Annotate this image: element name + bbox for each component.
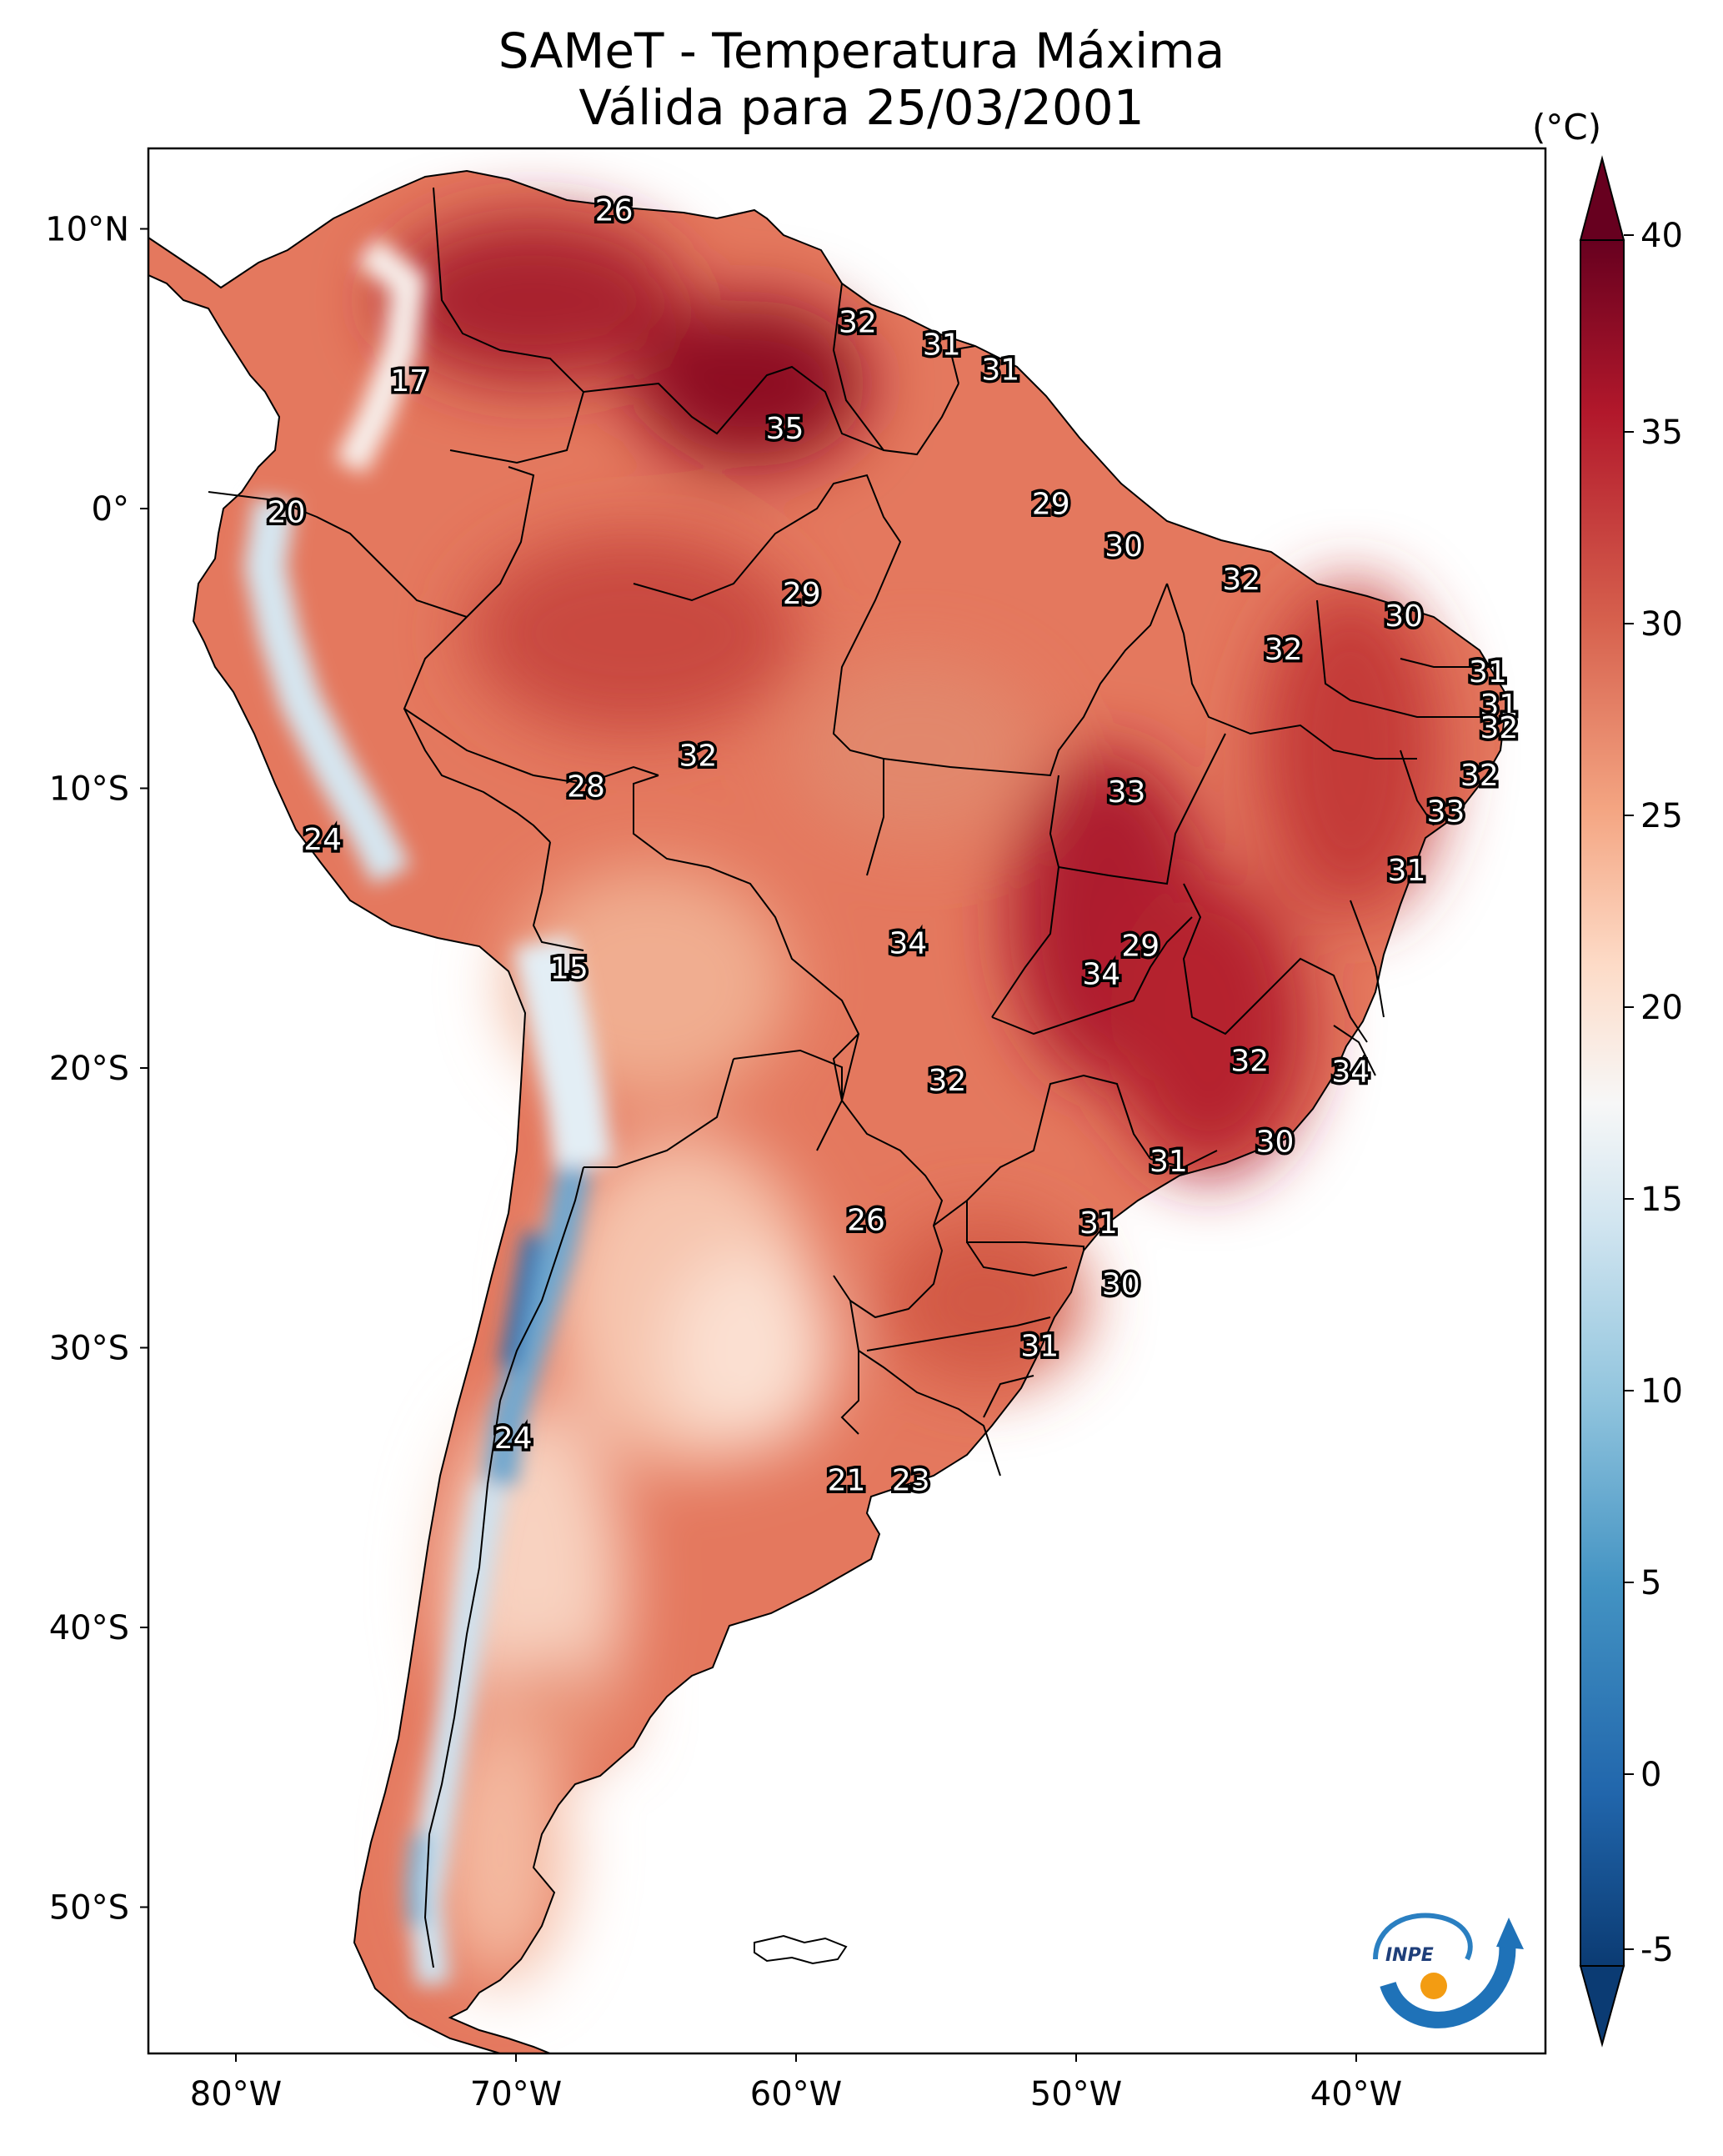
latitude-axis: 10°N 0° 10°S 20°S 30°S 40°S 50°S [45,211,148,1928]
colorbar-min-arrow [1579,1965,1625,2048]
temperature-label: 35 [766,412,804,446]
temperature-label: 30 [1104,529,1143,564]
temperature-label: 31 [1079,1206,1118,1241]
temperature-label: 30 [1385,599,1423,634]
inpe-logo: INPE [1373,1913,1524,2028]
temperature-label: 21 [828,1464,866,1498]
lat-tick-label: 50°S [49,1889,129,1928]
lat-tick-label: 30°S [49,1330,129,1368]
colorbar-tick-label: 30 [1640,605,1683,644]
temperature-label: 32 [839,306,877,340]
temperature-label: 32 [1230,1044,1269,1078]
logo-text: INPE [1385,1945,1434,1966]
lat-tick-label: 40°S [49,1609,129,1647]
temperature-label: 33 [1427,795,1465,830]
lon-tick-label: 70°W [470,2075,562,2113]
temperature-label: 28 [567,770,605,805]
logo-swoosh-icon [1380,1942,1516,2028]
lon-tick-label: 60°W [750,2075,842,2113]
temperature-label: 32 [1265,633,1303,667]
lat-tick-label: 10°N [45,211,129,249]
temperature-label: 17 [390,364,428,399]
temperature-label: 34 [1082,957,1120,991]
temperature-label: 31 [1020,1330,1059,1364]
temperature-label: 29 [783,577,821,611]
temperature-label: 30 [1256,1126,1295,1160]
lat-tick-label: 10°S [49,770,129,809]
lon-tick-label: 40°W [1310,2075,1402,2113]
coastline [148,169,1509,2053]
temperature-label: 34 [889,926,927,960]
temperature-label: 31 [1469,655,1507,689]
temperature-label: 31 [1150,1145,1188,1179]
temperature-label: 24 [494,1421,533,1456]
logo-arrow-icon [1496,1918,1524,1949]
temperature-label: 31 [1388,854,1426,888]
temperature-label: 20 [268,496,306,530]
map-subtitle: Válida para 25/03/2001 [579,79,1144,136]
temperature-label: 23 [892,1464,930,1498]
temperature-label: 32 [1222,563,1260,597]
temperature-label: 31 [981,353,1019,388]
temperature-label: 33 [1108,775,1146,810]
colorbar-bar [1580,239,1625,1967]
temperature-label: 30 [1102,1268,1140,1302]
temperature-label: 32 [1480,711,1518,745]
longitude-axis: 80°W 70°W 60°W 50°W 40°W [190,2053,1402,2113]
colorbar-unit: (°C) [1532,107,1602,148]
colorbar-tick-label: 40 [1640,217,1683,255]
colorbar-tick-label: 0 [1640,1756,1661,1794]
lon-tick-label: 80°W [190,2075,282,2113]
country-borders [208,187,1492,1968]
lat-tick-label: 20°S [49,1050,129,1088]
colorbar-max-arrow [1579,155,1625,241]
colorbar-tick-label: 35 [1640,414,1683,452]
temperature-label: 24 [303,823,342,857]
colorbar-tick-label: 25 [1640,797,1683,835]
colorbar-ticks: 40 35 30 25 20 15 10 5 0 -5 [1624,217,1683,1969]
temperature-label: 32 [929,1064,967,1098]
lon-tick-label: 50°W [1030,2075,1122,2113]
colorbar: 40 35 30 25 20 15 10 5 0 -5 [1579,155,1683,2048]
temperature-label: 31 [923,328,961,362]
temperature-label: 15 [550,952,589,986]
temperature-label: 32 [1460,759,1499,793]
colorbar-tick-label: 5 [1640,1564,1661,1602]
temperature-label: 29 [1121,930,1160,964]
colorbar-tick-label: -5 [1640,1931,1674,1969]
colorbar-tick-label: 15 [1640,1181,1683,1219]
colorbar-tick-label: 10 [1640,1372,1683,1411]
temperature-label: 26 [595,193,634,228]
falkland-islands [754,1934,848,1965]
map-title: SAMeT - Temperatura Máxima [498,23,1225,79]
temperature-label: 32 [679,740,717,774]
logo-orbit-icon [1373,1913,1473,1961]
map-frame [147,147,1547,2055]
temperature-label: 31 [1480,689,1518,723]
temperature-label: 34 [1331,1055,1370,1090]
lat-tick-label: 0° [92,490,129,529]
logo-sun-icon [1420,1973,1447,1999]
colorbar-tick-label: 20 [1640,989,1683,1027]
temperature-label: 29 [1032,488,1070,522]
temperature-label: 26 [847,1204,885,1238]
